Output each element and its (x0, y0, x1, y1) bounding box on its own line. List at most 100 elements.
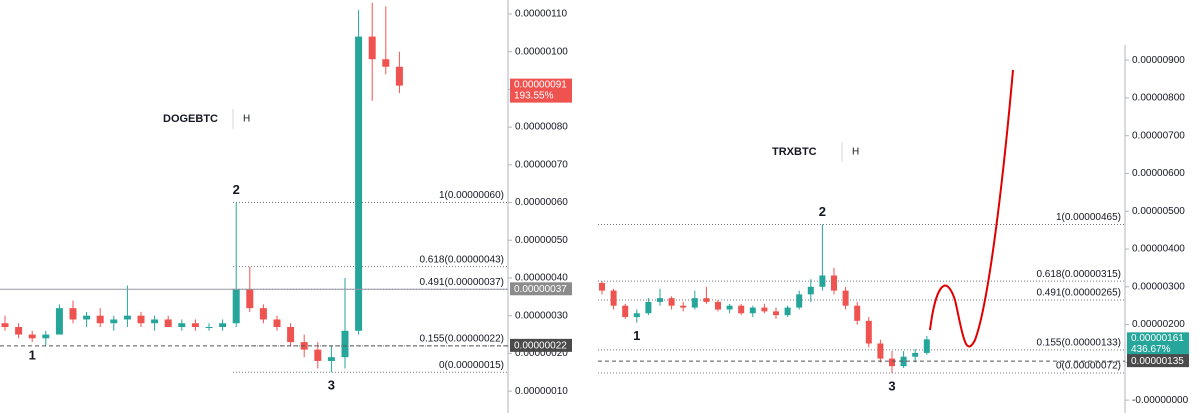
last-price-label: 0.00000091 (514, 79, 567, 90)
fib-label: 1(0.00000465) (1056, 212, 1121, 223)
candle-body (1, 323, 9, 328)
candle-body (633, 313, 640, 318)
candle-body (680, 305, 687, 308)
price-tag-label: 0.00000022 (514, 341, 567, 352)
candle-body (610, 290, 617, 306)
price-tag-label: 0.00000135 (1131, 356, 1184, 367)
candle-body (761, 307, 768, 312)
symbol: TRXBTC (772, 146, 817, 158)
candle-body (205, 327, 213, 329)
candle-body (55, 308, 63, 335)
candle-body (246, 289, 254, 309)
fib-label: 0.618(0.00000043) (419, 254, 504, 265)
change-label: 193.55% (514, 90, 554, 101)
fib-label: 0.618(0.00000315) (1036, 269, 1121, 280)
candle-body (738, 305, 745, 314)
candle-body (191, 323, 199, 328)
y-tick-label: 0.00000020 (515, 348, 568, 359)
candle-body (599, 283, 605, 291)
price-tag (1127, 354, 1189, 368)
candle-body (314, 349, 322, 361)
fib-label: 1(0.00000060) (439, 190, 504, 201)
candle-body (749, 307, 756, 314)
candle-body (773, 311, 779, 316)
candle-body (842, 290, 849, 306)
candle-body (796, 294, 803, 308)
candle-body (15, 327, 23, 335)
price-tag (510, 338, 572, 352)
y-tick-label: 0.00000500 (1132, 206, 1185, 217)
change-label: 436.67% (1131, 344, 1171, 355)
candle-body (232, 289, 240, 324)
fib-label: 0.155(0.00000022) (419, 334, 504, 345)
pivot-label: 3 (328, 378, 335, 393)
candle-body (368, 36, 376, 60)
last-price-tag (1127, 332, 1189, 357)
fib-label: 0(0.00000015) (439, 360, 504, 371)
y-tick-label: 0.00000200 (1132, 319, 1185, 330)
candle-body (164, 319, 172, 328)
candle-body (657, 298, 663, 302)
pivot-label: 1 (633, 328, 640, 343)
candle-body (178, 323, 186, 328)
fib-label: 0.155(0.00000133) (1036, 338, 1121, 349)
candle-body (151, 319, 159, 324)
y-tick-label: 0.00000900 (1132, 55, 1185, 66)
candle-body (327, 357, 335, 361)
candle-body (668, 298, 675, 306)
y-tick-label: 0.00000110 (515, 9, 568, 20)
candle-body (900, 356, 907, 367)
candle-body (819, 275, 826, 287)
pivot-label: 1 (29, 348, 36, 363)
price-tag (510, 282, 572, 296)
pivot-label: 3 (888, 378, 895, 393)
candle-body (691, 298, 698, 308)
candle-body (807, 286, 814, 295)
candle-body (42, 334, 50, 339)
candle-body (784, 307, 791, 316)
candle-body (137, 315, 145, 324)
candle-body (219, 323, 227, 328)
candle-body (726, 305, 733, 310)
y-tick-label: 0.00000040 (515, 273, 568, 284)
fib-label: 0.491(0.00000037) (419, 277, 504, 288)
y-tick-label: 0.00000600 (1132, 168, 1185, 179)
candle-body (123, 315, 131, 320)
candle-body (110, 319, 118, 324)
y-tick-label: 0.00000400 (1132, 244, 1185, 255)
fib-label: 0(0.00000072) (1056, 361, 1121, 372)
candle-body (83, 315, 91, 320)
y-tick-label: -0.00000000 (1132, 395, 1189, 406)
candle-body (645, 301, 652, 314)
y-tick-label: 0.00000060 (515, 197, 568, 208)
candle-body (395, 66, 403, 86)
y-tick-label: 0.00000700 (1132, 130, 1185, 141)
last-price-tag (510, 78, 572, 103)
y-tick-label: 0.00000080 (515, 122, 568, 133)
candle-body (382, 59, 390, 67)
candle-body (259, 308, 267, 320)
projection-curve (929, 69, 1014, 348)
price-tag-label: 0.00000037 (514, 284, 567, 295)
candle-body (96, 315, 104, 324)
fib-label: 0.491(0.00000265) (1036, 288, 1121, 299)
candle-body (923, 339, 930, 353)
interval: H (852, 147, 859, 158)
candle-body (715, 301, 721, 310)
symbol: DOGEBTC (163, 113, 218, 125)
candle-body (912, 352, 919, 357)
interval: H (243, 114, 250, 125)
y-tick-label: 0.00000800 (1132, 93, 1185, 104)
candle-body (273, 319, 281, 328)
candle-body (355, 36, 363, 331)
last-price-label: 0.00000161 (1131, 333, 1184, 344)
candle-body (831, 275, 837, 291)
y-tick-label: 0.00000070 (515, 159, 568, 170)
pivot-label: 2 (233, 182, 240, 197)
pivot-label: 2 (819, 204, 826, 219)
y-tick-label: 0.00000010 (515, 386, 568, 397)
candle-body (69, 308, 77, 320)
candle-body (889, 358, 895, 367)
